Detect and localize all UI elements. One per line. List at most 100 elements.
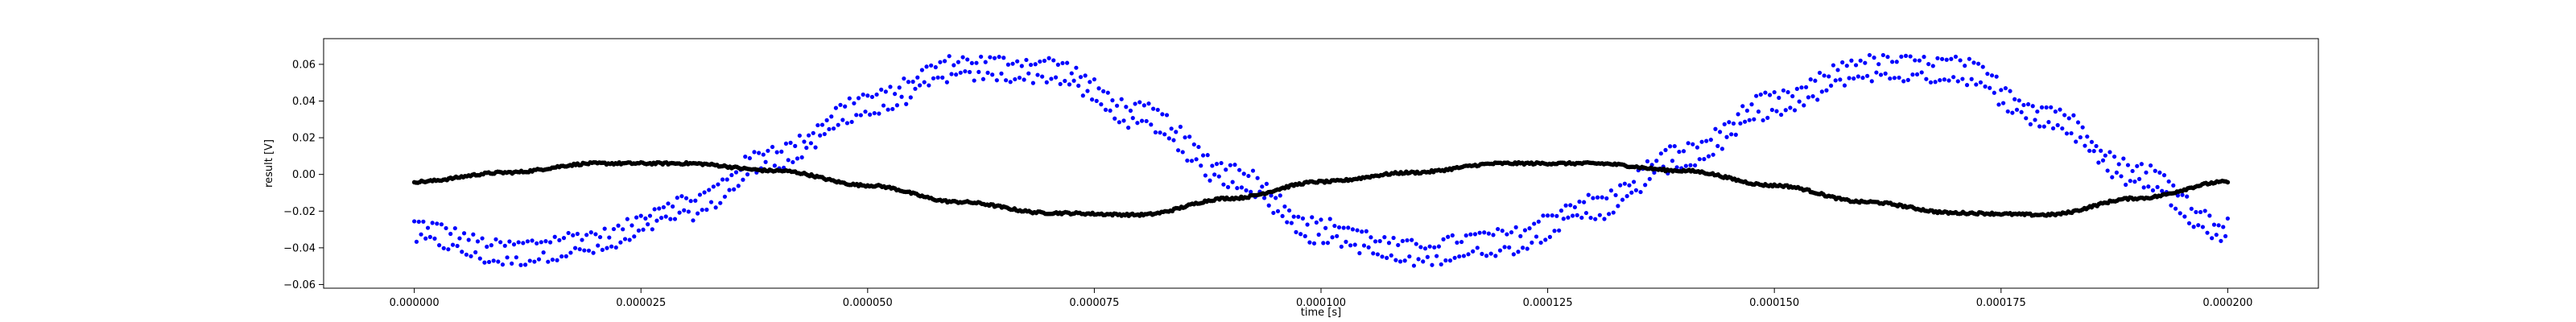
data-point bbox=[2114, 170, 2119, 175]
data-point bbox=[510, 261, 514, 266]
data-point bbox=[2049, 105, 2054, 109]
data-point bbox=[1740, 104, 1745, 109]
data-point bbox=[1262, 196, 1267, 200]
data-point bbox=[1772, 89, 1777, 95]
data-point bbox=[1026, 71, 1031, 76]
data-point bbox=[1103, 107, 1108, 112]
data-point bbox=[1561, 217, 1566, 221]
data-point bbox=[502, 243, 507, 248]
data-point bbox=[766, 148, 770, 153]
data-point bbox=[2053, 109, 2058, 114]
data-point bbox=[863, 109, 868, 114]
data-point bbox=[893, 92, 898, 97]
data-point bbox=[1604, 196, 1609, 201]
data-point bbox=[1521, 246, 1525, 250]
data-point bbox=[627, 237, 632, 242]
data-point bbox=[1744, 108, 1749, 114]
data-point bbox=[1572, 204, 1577, 210]
data-point bbox=[1988, 85, 1992, 90]
data-point bbox=[1719, 147, 1725, 151]
data-point bbox=[1491, 233, 1496, 237]
data-point bbox=[1802, 103, 1806, 108]
data-point bbox=[972, 78, 976, 83]
y-tick-label: 0.04 bbox=[292, 96, 316, 108]
data-point bbox=[1447, 258, 1453, 263]
data-point bbox=[752, 150, 757, 155]
data-point bbox=[1051, 58, 1056, 63]
data-point bbox=[2166, 179, 2171, 184]
data-point bbox=[1611, 210, 1616, 215]
data-point bbox=[580, 237, 584, 242]
data-point bbox=[2132, 180, 2137, 184]
data-point bbox=[423, 236, 428, 241]
data-point bbox=[1563, 203, 1568, 208]
data-point bbox=[1541, 213, 1546, 218]
data-point bbox=[1482, 230, 1487, 235]
data-point bbox=[596, 243, 601, 248]
data-point bbox=[1151, 106, 1156, 111]
data-point bbox=[822, 131, 827, 137]
data-point bbox=[1964, 83, 1970, 88]
data-point bbox=[535, 241, 539, 246]
data-point bbox=[1806, 95, 1811, 100]
data-point bbox=[1930, 64, 1935, 68]
data-point bbox=[1647, 176, 1652, 181]
data-point bbox=[1769, 107, 1774, 113]
data-point bbox=[1828, 83, 1834, 89]
data-point bbox=[772, 163, 777, 168]
data-point bbox=[1294, 229, 1298, 234]
data-point bbox=[1897, 75, 1901, 80]
data-point bbox=[1461, 254, 1466, 258]
data-point bbox=[815, 122, 820, 128]
x-tick-label: 0.000100 bbox=[1296, 297, 1346, 309]
data-point bbox=[1008, 80, 1013, 85]
data-point bbox=[704, 207, 709, 213]
data-point bbox=[668, 217, 673, 221]
data-point bbox=[475, 239, 481, 244]
series-layer bbox=[411, 52, 2231, 268]
data-point bbox=[1532, 221, 1537, 226]
data-point bbox=[1400, 238, 1405, 243]
data-point bbox=[1135, 121, 1140, 126]
data-point bbox=[1187, 134, 1192, 139]
data-point bbox=[485, 244, 489, 250]
data-point bbox=[500, 262, 506, 267]
data-point bbox=[1939, 56, 1945, 61]
data-point bbox=[613, 245, 618, 250]
data-point bbox=[1618, 183, 1623, 188]
x-axis-label: time [s] bbox=[1301, 307, 1341, 319]
data-point bbox=[1824, 88, 1829, 93]
data-point bbox=[1554, 213, 1559, 218]
data-point bbox=[1913, 58, 1918, 63]
data-point bbox=[847, 96, 852, 101]
data-point bbox=[2185, 194, 2190, 199]
data-point bbox=[2186, 221, 2192, 225]
data-point bbox=[1216, 174, 1221, 179]
data-point bbox=[616, 223, 621, 228]
data-point bbox=[1155, 107, 1160, 113]
data-point bbox=[1853, 63, 1859, 68]
data-point bbox=[722, 194, 728, 199]
data-point bbox=[947, 54, 952, 59]
x-tick-label: 0.000125 bbox=[1523, 297, 1573, 309]
data-point bbox=[908, 95, 913, 100]
data-point bbox=[1575, 213, 1579, 217]
data-point bbox=[1457, 254, 1462, 259]
data-point bbox=[1133, 101, 1137, 106]
data-point bbox=[1566, 215, 1571, 220]
data-point bbox=[1446, 234, 1451, 239]
data-point bbox=[1391, 235, 1396, 241]
data-point bbox=[1386, 241, 1392, 246]
data-point bbox=[1500, 229, 1505, 233]
data-point bbox=[2141, 185, 2146, 190]
data-point bbox=[1336, 225, 1342, 230]
data-point bbox=[702, 190, 707, 195]
data-point bbox=[1670, 159, 1675, 163]
data-point bbox=[441, 246, 446, 250]
data-point bbox=[1355, 228, 1360, 233]
data-point bbox=[1785, 89, 1790, 95]
data-point bbox=[1502, 245, 1507, 250]
data-point bbox=[1335, 233, 1340, 238]
data-point bbox=[877, 111, 881, 116]
data-point bbox=[2110, 175, 2115, 180]
